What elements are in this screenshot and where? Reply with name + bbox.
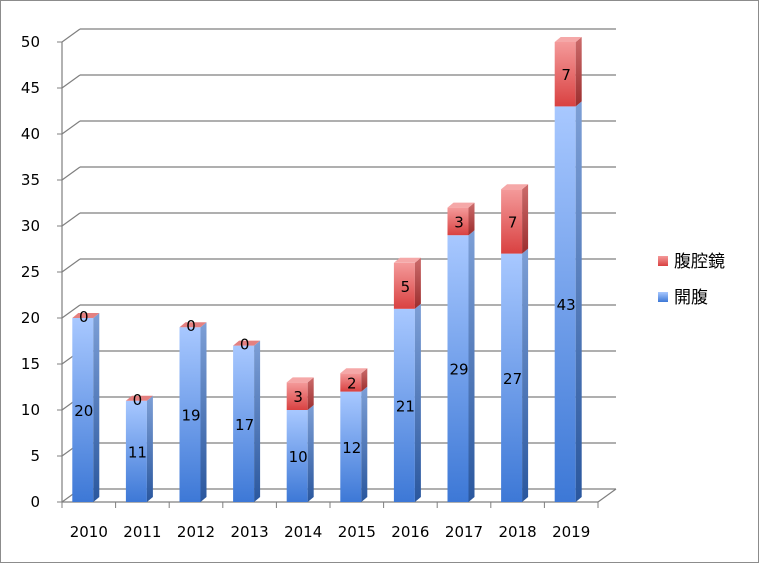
data-labels: 20 0 11 0 19 0 17 0 10 3 12 2 21 5 29 3 27 7 43 7	[74, 66, 575, 466]
x-tick-label: 2017	[445, 523, 483, 541]
bar-top-cap	[72, 313, 100, 318]
y-tick-label: 5	[30, 447, 40, 465]
data-label: 17	[235, 416, 254, 434]
data-label: 0	[133, 391, 143, 409]
data-label: 0	[186, 317, 196, 335]
data-label: 29	[449, 361, 468, 379]
legend-swatch	[658, 292, 668, 302]
legend-swatch	[658, 256, 668, 266]
bar-segment	[501, 248, 529, 502]
x-tick-label: 2019	[552, 523, 590, 541]
data-label: 10	[289, 448, 308, 466]
legend-label: 開腹	[674, 288, 708, 308]
bar-segment	[501, 184, 529, 254]
data-label: 43	[557, 296, 576, 314]
y-tick-label: 30	[21, 217, 40, 235]
data-label: 12	[342, 439, 361, 457]
bar-top-cap	[125, 395, 153, 401]
y-tick-label: 40	[21, 125, 40, 143]
y-tick-label: 0	[30, 493, 40, 511]
bar-segment	[340, 368, 368, 392]
y-tick-label: 45	[21, 79, 40, 97]
bar-segment	[233, 340, 261, 502]
x-tick-label: 2011	[123, 523, 161, 541]
legend-item: 開腹	[658, 288, 708, 308]
x-tick-label: 2018	[499, 523, 537, 541]
x-tick-label: 2016	[391, 523, 429, 541]
data-label: 7	[561, 66, 571, 84]
y-tick-label: 35	[21, 171, 40, 189]
legend-label: 腹腔鏡	[674, 252, 725, 272]
bar-top-cap	[286, 377, 314, 383]
data-label: 0	[240, 336, 250, 354]
data-label: 11	[128, 443, 147, 461]
bar-top-cap	[233, 340, 261, 346]
bar-segment	[286, 405, 314, 502]
bar-segment	[179, 322, 207, 502]
bar-segment	[393, 257, 421, 309]
bar-segment	[72, 313, 100, 502]
bar-segment	[447, 202, 475, 236]
data-label: 19	[181, 407, 200, 425]
bar-top-cap	[501, 184, 529, 190]
bar-top-cap	[554, 37, 582, 42]
legend-item: 腹腔鏡	[658, 252, 725, 272]
bar-top-cap	[393, 257, 421, 263]
data-label: 0	[79, 308, 89, 326]
y-tick-label: 20	[21, 309, 40, 327]
data-label: 7	[508, 213, 518, 231]
bar-segment	[447, 230, 475, 502]
bar-top-cap	[179, 322, 207, 328]
x-tick-label: 2013	[231, 523, 269, 541]
x-tick-label: 2010	[70, 523, 108, 541]
data-label: 3	[293, 388, 303, 406]
bars	[72, 37, 582, 503]
bar-segment	[286, 377, 314, 410]
bar-segment	[554, 101, 582, 503]
data-label: 20	[74, 402, 93, 420]
y-tick-label: 25	[21, 263, 40, 281]
y-tick-label: 10	[21, 401, 40, 419]
data-label: 5	[401, 278, 411, 296]
data-label: 3	[454, 213, 464, 231]
data-label: 2	[347, 374, 357, 392]
y-tick-label: 50	[21, 33, 40, 51]
bar-segment	[340, 386, 368, 502]
data-label: 21	[396, 397, 415, 415]
bar-segment	[125, 395, 153, 502]
y-tick-label: 15	[21, 355, 40, 373]
bar-top-cap	[447, 202, 475, 208]
bar-segment	[393, 303, 421, 502]
x-tick-label: 2012	[177, 523, 215, 541]
x-tick-label: 2015	[338, 523, 376, 541]
bar-top-cap	[340, 368, 368, 374]
bar-segment	[554, 37, 582, 107]
x-tick-label: 2014	[284, 523, 322, 541]
data-label: 27	[503, 370, 522, 388]
